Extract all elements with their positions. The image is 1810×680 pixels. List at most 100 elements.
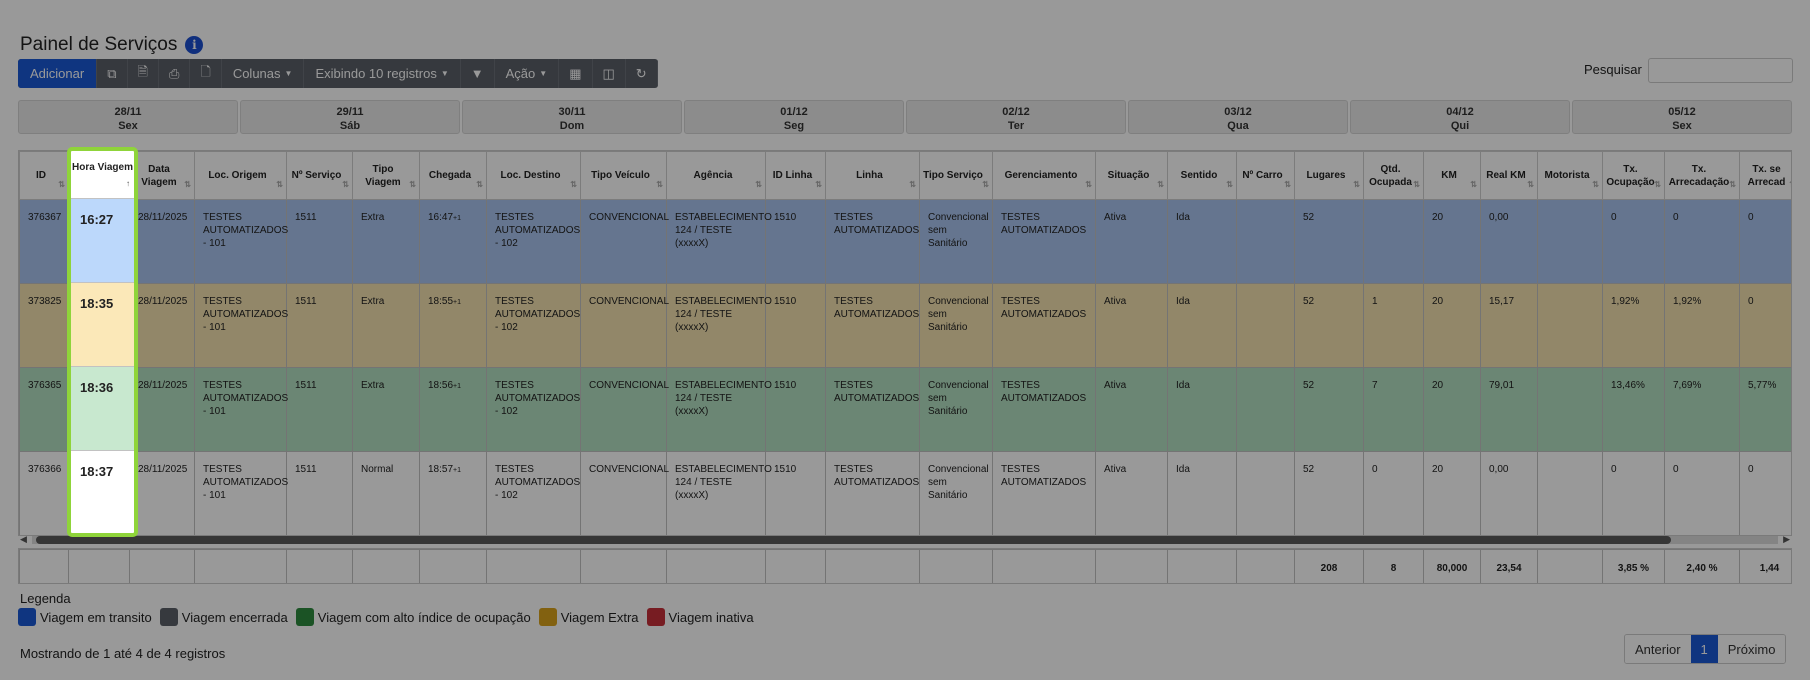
cell-value: 0 bbox=[1748, 296, 1754, 307]
sort-icon[interactable]: ⇅ bbox=[409, 180, 416, 189]
document-icon[interactable]: 🗋 bbox=[190, 59, 222, 88]
sort-icon[interactable]: ⇅ bbox=[755, 180, 762, 189]
filter-icon[interactable]: ▼ bbox=[461, 59, 495, 88]
column-header[interactable]: Tipo Veículo ⇅ bbox=[580, 151, 667, 200]
layout-icon[interactable]: ◫ bbox=[593, 59, 626, 88]
sort-icon[interactable]: ⇅ bbox=[1226, 180, 1233, 189]
column-header[interactable]: Qtd. Ocupada ⇅ bbox=[1363, 151, 1424, 200]
day-tab[interactable]: 29/11 Sáb bbox=[240, 100, 460, 134]
column-header[interactable]: Gerenciamento ⇅ bbox=[992, 151, 1096, 200]
search-input[interactable] bbox=[1648, 58, 1793, 83]
sort-icon[interactable]: ⇅ bbox=[1413, 180, 1420, 189]
sort-icon[interactable]: ⇅ bbox=[476, 180, 483, 189]
column-header[interactable]: Real KM ⇅ bbox=[1480, 151, 1538, 200]
sort-icon[interactable]: ⇅ bbox=[342, 180, 349, 189]
day-tab[interactable]: 03/12 Qua bbox=[1128, 100, 1348, 134]
column-header[interactable]: ID ⇅ bbox=[19, 151, 69, 200]
sort-icon[interactable]: ⇅ bbox=[570, 180, 577, 189]
sort-icon[interactable]: ⇅ bbox=[909, 180, 916, 189]
day-tab[interactable]: 05/12 Sex bbox=[1572, 100, 1792, 134]
sort-asc-icon[interactable]: ↑ bbox=[126, 179, 130, 188]
table-row[interactable]: 376365 18:36 28/11/2025 TESTES AUTOMATIZADO… bbox=[19, 367, 1791, 452]
table-row[interactable]: 376367 16:27 28/11/2025 TESTES AUTOMATIZADO… bbox=[19, 199, 1791, 284]
day-weekday: Qua bbox=[1227, 120, 1249, 132]
column-header[interactable]: Sentido ⇅ bbox=[1167, 151, 1237, 200]
column-header[interactable]: Agência ⇅ bbox=[666, 151, 766, 200]
cell-value: 1,92% bbox=[1673, 296, 1702, 307]
table-cell: 0 bbox=[1664, 451, 1740, 535]
sort-icon[interactable]: ⇅ bbox=[1654, 180, 1661, 189]
next-button[interactable]: Próximo bbox=[1717, 635, 1786, 663]
sort-icon[interactable]: ⇅ bbox=[982, 180, 989, 189]
records-info: Mostrando de 1 até 4 de 4 registros bbox=[20, 646, 226, 661]
calendar-icon[interactable]: ▦ bbox=[559, 59, 593, 88]
table-cell: Convencional sem Sanitário bbox=[919, 199, 993, 284]
column-header[interactable]: Situação ⇅ bbox=[1095, 151, 1168, 200]
sort-icon[interactable]: ⇅ bbox=[1470, 180, 1477, 189]
column-header[interactable]: Tipo Serviço ⇅ bbox=[919, 151, 993, 200]
hora-viagem-header[interactable]: Hora Viagem ↑ bbox=[71, 151, 134, 199]
sort-icon[interactable]: ⇅ bbox=[1157, 180, 1164, 189]
page-size-label: Exibindo 10 registros bbox=[315, 66, 437, 81]
table-row[interactable]: 373825 18:35 28/11/2025 TESTES AUTOMATIZADO… bbox=[19, 283, 1791, 368]
sort-icon[interactable]: ⇅ bbox=[656, 180, 663, 189]
column-header[interactable]: Nº Carro ⇅ bbox=[1236, 151, 1295, 200]
column-header[interactable]: KM ⇅ bbox=[1423, 151, 1481, 200]
column-header[interactable]: Tx. Ocupação ⇅ bbox=[1602, 151, 1665, 200]
export-file-icon[interactable]: 🗎 bbox=[128, 59, 159, 88]
hora-viagem-cell: 18:36 bbox=[71, 367, 134, 451]
page-1-button[interactable]: 1 bbox=[1690, 635, 1718, 663]
table-row[interactable]: 376366 18:37 28/11/2025 TESTES AUTOMATIZADO… bbox=[19, 451, 1791, 535]
total-cell bbox=[419, 549, 487, 583]
page-size-dropdown[interactable]: Exibindo 10 registros ▼ bbox=[304, 59, 461, 88]
print-icon[interactable]: ⎙ bbox=[159, 59, 191, 88]
cell-value: CONVENCIONAL bbox=[589, 212, 670, 223]
column-header[interactable]: Linha ⇅ bbox=[825, 151, 920, 200]
columns-dropdown[interactable]: Colunas ▼ bbox=[222, 59, 305, 88]
add-button[interactable]: Adicionar bbox=[18, 59, 98, 88]
column-header-label: KM bbox=[1441, 170, 1457, 181]
info-icon[interactable]: i bbox=[185, 36, 204, 54]
day-tab[interactable]: 01/12 Seg bbox=[684, 100, 904, 134]
day-weekday: Ter bbox=[1007, 120, 1025, 132]
sort-icon[interactable]: ⇅ bbox=[815, 180, 822, 189]
day-tab[interactable]: 02/12 Ter bbox=[906, 100, 1126, 134]
column-header[interactable]: Loc. Origem ⇅ bbox=[194, 151, 287, 200]
cell-value: Ativa bbox=[1104, 464, 1127, 475]
sort-icon[interactable]: ⇅ bbox=[184, 180, 191, 189]
column-header[interactable]: Tx. se Arrecad⇅ bbox=[1739, 151, 1791, 200]
sort-icon[interactable]: ⇅ bbox=[1527, 180, 1534, 189]
copy-icon[interactable]: ⧉ bbox=[97, 59, 128, 88]
scrollbar-thumb[interactable] bbox=[36, 536, 1671, 544]
column-header[interactable]: Motorista ⇅ bbox=[1537, 151, 1603, 200]
sort-icon[interactable]: ⇅ bbox=[1789, 178, 1791, 191]
refresh-icon[interactable]: ↻ bbox=[626, 59, 658, 88]
column-header[interactable]: Lugares ⇅ bbox=[1294, 151, 1364, 200]
total-cell bbox=[825, 549, 920, 583]
day-tab[interactable]: 04/12 Qui bbox=[1350, 100, 1570, 134]
column-header[interactable]: Chegada ⇅ bbox=[419, 151, 487, 200]
previous-button[interactable]: Anterior bbox=[1625, 635, 1691, 663]
action-dropdown[interactable]: Ação ▼ bbox=[495, 59, 560, 88]
sort-icon[interactable]: ⇅ bbox=[58, 180, 65, 189]
column-header[interactable]: Loc. Destino ⇅ bbox=[486, 151, 581, 200]
day-tab[interactable]: 30/11 Dom bbox=[462, 100, 682, 134]
column-header[interactable]: Tipo Viagem ⇅ bbox=[352, 151, 420, 200]
day-tab[interactable]: 28/11 Sex bbox=[18, 100, 238, 134]
sort-icon[interactable]: ⇅ bbox=[1729, 180, 1736, 189]
cell-value: 376366 bbox=[28, 464, 62, 475]
column-header[interactable]: Data Viagem ⇅ bbox=[129, 151, 195, 200]
column-header-label: Tx. se Arrecad bbox=[1747, 163, 1786, 188]
scroll-right-icon[interactable]: ▶ bbox=[1783, 534, 1790, 544]
column-header[interactable]: Tx. Arrecadação ⇅ bbox=[1664, 151, 1740, 200]
column-header[interactable]: ID Linha ⇅ bbox=[765, 151, 826, 200]
cell-value: 1510 bbox=[774, 296, 797, 307]
sort-icon[interactable]: ⇅ bbox=[1085, 180, 1092, 189]
scroll-left-icon[interactable]: ◀ bbox=[20, 534, 27, 544]
sort-icon[interactable]: ⇅ bbox=[1592, 180, 1599, 189]
column-header[interactable]: Nº Serviço ⇅ bbox=[286, 151, 353, 200]
sort-icon[interactable]: ⇅ bbox=[1353, 180, 1360, 189]
horizontal-scrollbar[interactable]: ◀ ▶ bbox=[18, 533, 1792, 547]
sort-icon[interactable]: ⇅ bbox=[1284, 180, 1291, 189]
sort-icon[interactable]: ⇅ bbox=[276, 180, 283, 189]
